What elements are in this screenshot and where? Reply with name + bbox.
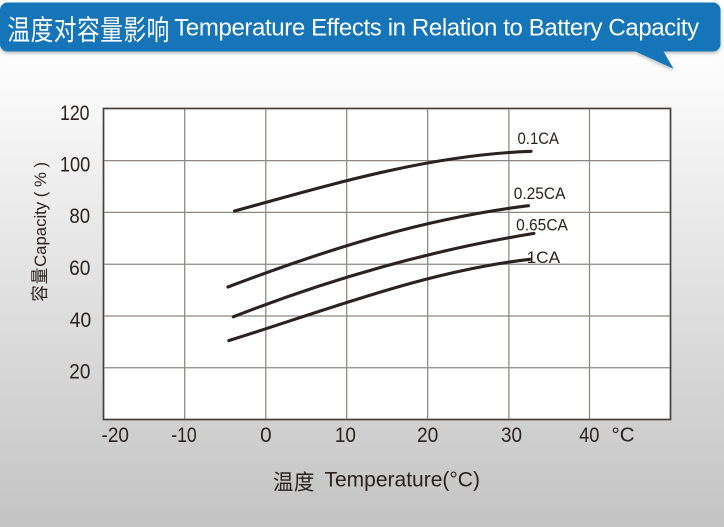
svg-text:20: 20 [69, 361, 90, 384]
svg-text:-10: -10 [171, 424, 197, 447]
svg-text:20: 20 [417, 424, 438, 447]
svg-text:Temperature Effects in Relatio: Temperature Effects in Relation to Batte… [174, 15, 699, 42]
svg-text:Temperature(°C): Temperature(°C) [325, 469, 480, 492]
svg-text:80: 80 [69, 205, 90, 228]
svg-text:30: 30 [501, 424, 522, 447]
svg-text:0: 0 [260, 424, 272, 447]
svg-text:-20: -20 [102, 424, 130, 447]
svg-text:0.1CA: 0.1CA [518, 130, 560, 148]
svg-text:60: 60 [69, 257, 90, 280]
svg-text:40: 40 [579, 424, 599, 447]
svg-text:1CA: 1CA [527, 249, 561, 267]
svg-text:100: 100 [60, 154, 90, 177]
svg-text:0.25CA: 0.25CA [514, 185, 566, 203]
svg-text:120: 120 [60, 102, 90, 125]
svg-text:°C: °C [612, 424, 635, 447]
svg-text:Capacity ( % ): Capacity ( % ) [31, 162, 50, 267]
svg-text:40: 40 [70, 309, 91, 332]
svg-text:0.65CA: 0.65CA [516, 217, 568, 235]
svg-text:10: 10 [335, 424, 356, 447]
